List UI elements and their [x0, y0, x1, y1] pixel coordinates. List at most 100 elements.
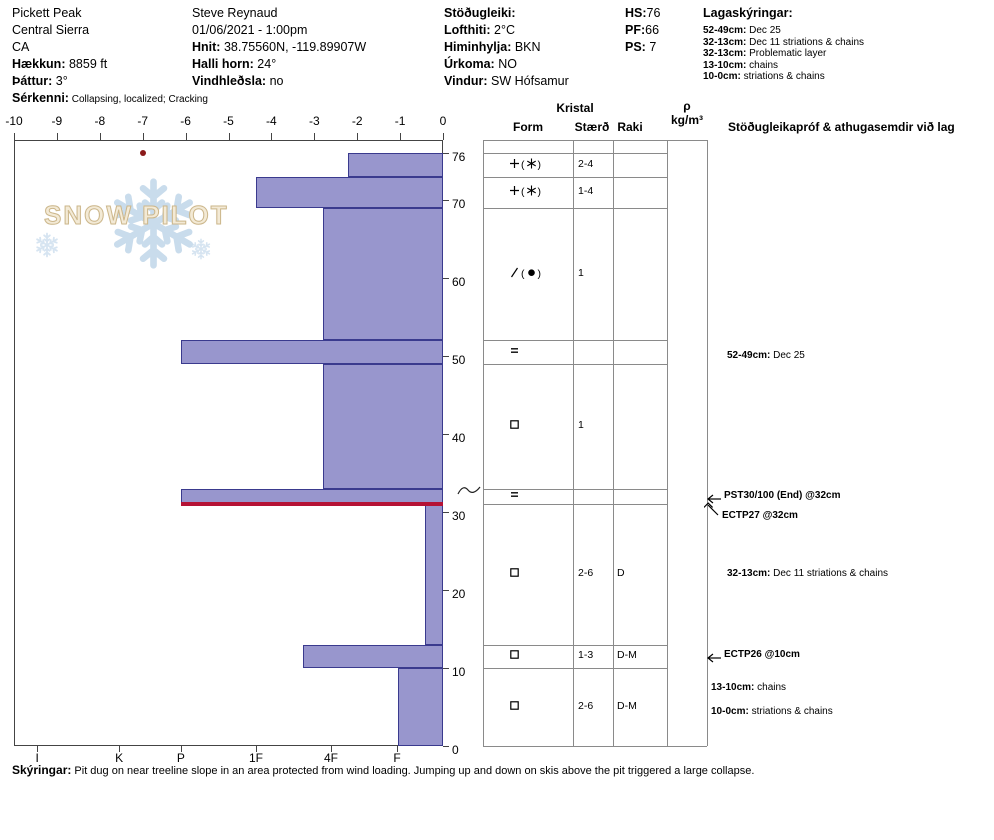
grain-size-cell: 1-4: [578, 185, 594, 198]
layer-comment: 52-49cm: Dec 25: [727, 350, 805, 361]
grain-form-cell: [509, 344, 520, 360]
hardness-axis-label: I: [35, 751, 39, 765]
layer-comment-range: 13-10cm:: [711, 681, 755, 693]
header-observer-block: Steve Reynaud 01/06/2021 - 1:00pm Hnit: …: [192, 5, 366, 90]
table-row-line: [483, 488, 667, 490]
depth-axis-label: 0: [452, 743, 459, 757]
elevation-value: 8859 ft: [65, 57, 108, 71]
temp-axis-label: -10: [5, 114, 23, 128]
grain-form-cell: (): [509, 266, 541, 282]
precip-label: Úrkoma:: [444, 57, 495, 71]
table-row-line: [483, 176, 667, 178]
paren-text: (: [521, 186, 525, 199]
table-row-line: [483, 207, 667, 209]
hardness-axis-tick: [255, 746, 257, 752]
hardness-axis-tick: [119, 746, 121, 752]
grain-form-cell: [509, 566, 520, 582]
legend-text: Dec 25: [746, 25, 781, 36]
hardness-axis-label: 1F: [248, 751, 263, 765]
hardness-axis-label: F: [393, 751, 401, 765]
depth-axis-label: 50: [452, 353, 466, 367]
slope-value: 24°: [253, 57, 277, 71]
pf-line: PF:66: [625, 22, 660, 39]
temp-axis-label: -4: [266, 114, 277, 128]
form-column-header: Form: [513, 120, 543, 134]
temp-axis-tick: [228, 133, 230, 140]
grain-slash-icon: [509, 267, 520, 281]
paren-text: ): [537, 158, 542, 171]
layer-legend-entry: 52-49cm: Dec 25: [703, 25, 864, 37]
stability-line: Stöðugleiki:: [444, 5, 569, 22]
windload-value: no: [266, 74, 284, 88]
table-vline: [707, 140, 708, 746]
temp-axis-tick: [56, 133, 58, 140]
features-value: Collapsing, localized; Cracking: [68, 94, 208, 105]
table-row-line: [483, 363, 667, 365]
table-row-line: [483, 153, 667, 155]
table-vline: [483, 140, 484, 746]
state: CA: [12, 40, 30, 54]
layer-comment-text: striations & chains: [748, 705, 833, 717]
grain-circle-icon: [526, 267, 537, 281]
snowpilot-watermark: SNOW PILOT: [36, 176, 232, 291]
table-row-line: [483, 644, 667, 646]
ps-line: PS: 7: [625, 39, 660, 56]
layer-comment: 13-10cm: chains: [711, 682, 786, 693]
airtemp-value: 2°C: [490, 23, 515, 37]
grain-size-cell: 2-6: [578, 700, 594, 712]
caption-label: Skýringar:: [12, 763, 72, 777]
test-arrow-left-icon: [706, 491, 722, 509]
moisture-cell: D-M: [617, 649, 637, 662]
grain-form-cell: [509, 699, 520, 715]
hardness-bar: [348, 153, 443, 177]
density-header-unit: kg/m³: [670, 113, 703, 127]
hardness-bar: [181, 340, 443, 364]
layer-comment-text: Dec 25: [770, 350, 805, 361]
depth-axis-tick: [443, 278, 449, 279]
layer-comment-range: 52-49cm:: [727, 350, 771, 361]
table-row-line: [483, 668, 667, 669]
temp-axis-label: -6: [180, 114, 191, 128]
temp-axis-tick: [99, 133, 101, 140]
depth-axis-label: 60: [452, 275, 466, 289]
hardness-bar: [424, 504, 443, 645]
layer-comment-text: Dec 11 striations & chains: [770, 568, 889, 580]
legend-text: Dec 11 striations & chains: [746, 36, 865, 48]
table-vline: [613, 140, 614, 746]
mountain-range: Central Sierra: [12, 23, 90, 37]
table-row-line: [483, 340, 667, 342]
airtemp-label: Lofthiti:: [444, 23, 491, 37]
airtemp-line: Lofthiti: 2°C: [444, 22, 569, 39]
temp-axis-label: -7: [137, 114, 149, 128]
grain-form-cell: [509, 648, 520, 664]
hardness-bar: [323, 207, 443, 341]
temp-axis-tick: [14, 133, 15, 140]
legend-text: Problematic layer: [746, 48, 827, 60]
elevation-line: Hækkun: 8859 ft: [12, 56, 208, 73]
snowflake-watermark-icon: [106, 176, 201, 276]
grain-equals-icon: [509, 345, 520, 359]
grain-form-cell: [509, 418, 520, 434]
layer-legend-title: Lagaskýringar:: [703, 5, 864, 22]
depth-axis-tick: [443, 512, 449, 513]
temp-axis-tick: [400, 133, 402, 140]
table-vline: [667, 140, 668, 746]
windload-label: Vindhleðsla:: [192, 74, 267, 88]
test-arrow-left-icon: [706, 650, 722, 668]
snowflake-small-icon: [190, 238, 212, 265]
wind-line: Vindur: SW Hófsamur: [444, 73, 569, 90]
precip-line: Úrkoma: NO: [444, 56, 569, 73]
hardness-axis-label: 4F: [324, 751, 339, 765]
wind-label: Vindur:: [444, 74, 488, 88]
temp-axis-label: -3: [308, 114, 320, 128]
header-summary-block: HS:76 PF:66 PS: 7: [625, 5, 660, 56]
ps-label: PS:: [625, 40, 646, 54]
temp-axis-label: -8: [94, 114, 106, 128]
snowflake-small-icon: [34, 232, 60, 263]
header-location-block: Pickett Peak Central Sierra CA Hækkun: 8…: [12, 5, 208, 108]
temperature-point: [139, 150, 146, 157]
grain-size-cell: 1-3: [578, 649, 594, 662]
stability-notes-header: Stöðugleikapróf & athugasemdir við lag: [728, 120, 955, 134]
hardness-bar: [323, 363, 443, 489]
grain-equals-icon: [509, 489, 520, 503]
